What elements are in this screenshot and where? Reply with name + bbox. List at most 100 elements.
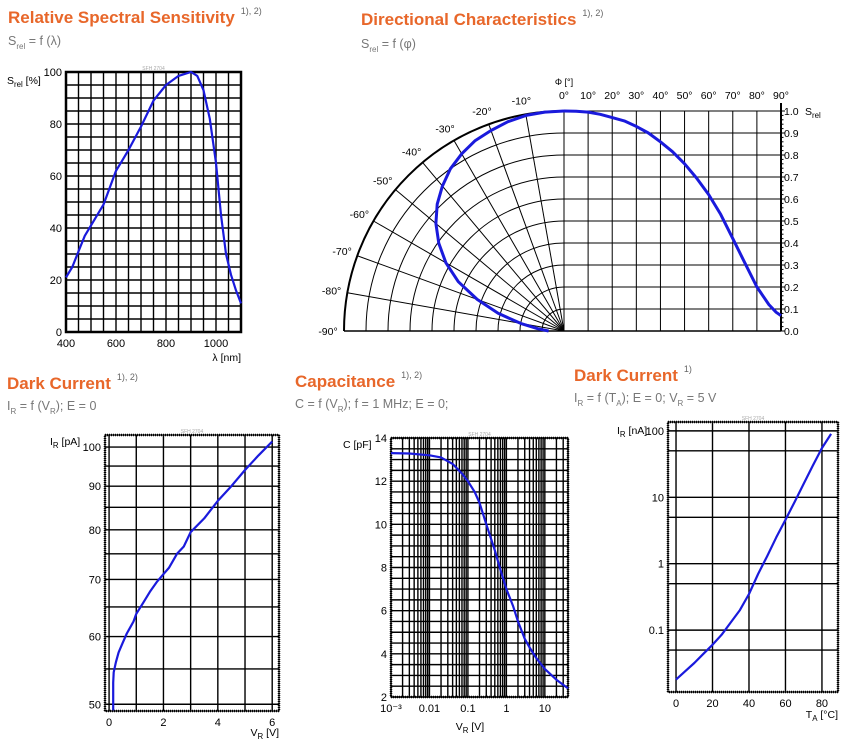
angle-tick-label: -70° — [332, 246, 351, 258]
label-part: [%] — [23, 75, 41, 87]
y-tick-label: 0.7 — [784, 172, 799, 184]
subtitle-part: = f (T — [583, 391, 617, 405]
title-dark-current-temperature: Dark Current 1) — [574, 364, 692, 386]
y-tick-label: 8 — [381, 563, 387, 575]
subscript: R — [10, 407, 17, 416]
y-tick-label: 1.0 — [784, 106, 799, 118]
polar-radial-line — [422, 162, 565, 332]
x-tick-label: 800 — [157, 338, 175, 350]
x-tick-label: 60 — [779, 698, 791, 710]
polar-ring — [387, 154, 565, 332]
x-axis-label: Φ [°] — [555, 77, 573, 87]
y-tick-label: 80 — [89, 525, 101, 537]
y-tick-label: 20 — [50, 275, 62, 287]
y-tick-label: 0.0 — [784, 326, 799, 338]
x-tick-label: 0 — [106, 717, 112, 729]
x-axis-label: λ [nm] — [212, 352, 241, 364]
x-axis-label: TA [°C] — [806, 709, 838, 723]
y-tick-label: 4 — [381, 649, 387, 661]
label-part: I — [617, 425, 620, 437]
y-axis-label: IR [pA] — [50, 436, 80, 450]
plot-border — [104, 434, 280, 712]
subtitle-spectral-sensitivity: Srel = f (λ) — [8, 34, 61, 51]
y-tick-label: 0.2 — [784, 282, 799, 294]
y-tick-label: 6 — [381, 606, 387, 618]
angle-tick-label: 50° — [677, 90, 693, 102]
plot-border — [667, 421, 839, 693]
subtitle-part: = 5 V — [683, 391, 717, 405]
title-text: Capacitance — [295, 372, 396, 391]
x-tick-label: 40 — [743, 698, 755, 710]
subtitle-part: = f (φ) — [378, 37, 416, 51]
subtitle-part: S — [8, 34, 17, 48]
y-axis-label: C [pF] — [343, 439, 372, 451]
subscript: R — [463, 726, 469, 735]
angle-tick-label: -60° — [350, 209, 369, 221]
angle-tick-label: 40° — [652, 90, 668, 102]
y-tick-label: 80 — [50, 119, 62, 131]
y-tick-label: 40 — [50, 223, 62, 235]
x-tick-label: 6 — [269, 717, 275, 729]
y-tick-label: 0.1 — [649, 625, 664, 637]
angle-tick-label: 30° — [628, 90, 644, 102]
angle-tick-label: -40° — [402, 147, 421, 159]
title-text: Directional Characteristics — [361, 10, 577, 29]
y-axis-label: Srel [%] — [7, 75, 41, 89]
plot-border — [65, 71, 242, 333]
subtitle-part: I — [7, 399, 11, 413]
title-capacitance: Capacitance 1), 2) — [295, 370, 422, 392]
angle-tick-label: -80° — [322, 285, 341, 297]
polar-ring — [541, 308, 565, 332]
x-tick-label: 2 — [160, 717, 166, 729]
data-curve — [675, 433, 833, 681]
watermark: SFH 2704 — [181, 429, 204, 435]
polar-radial-line — [395, 189, 565, 332]
angle-tick-label: 10° — [580, 90, 596, 102]
y-tick-label: 90 — [89, 481, 101, 493]
x-axis-label: VR [V] — [251, 727, 280, 741]
x-tick-label: 10⁻³ — [380, 703, 402, 715]
footnote-ref: 1), 2) — [116, 372, 138, 382]
label-part: [nA] — [626, 425, 648, 437]
footnote-ref: 1), 2) — [240, 6, 262, 16]
y-tick-label: 12 — [375, 476, 387, 488]
subscript: rel — [14, 80, 23, 89]
y-tick-label: 70 — [89, 574, 101, 586]
y-tick-label: 10 — [652, 492, 664, 504]
watermark: SFH 2704 — [468, 432, 491, 438]
title-text: Dark Current — [574, 366, 678, 385]
y-tick-label: 0.4 — [784, 238, 799, 250]
label-part: [V] — [468, 721, 484, 733]
subtitle-directional-characteristics: Srel = f (φ) — [361, 37, 416, 54]
chart-directional: -90° -80° -70° -60° -50° -40° -30° -20° -10° 0° 10… — [318, 77, 821, 338]
x-tick-label: 20 — [706, 698, 718, 710]
subscript: R — [337, 405, 344, 414]
label-part: [V] — [263, 727, 279, 739]
angle-tick-label: 80° — [749, 90, 765, 102]
chart-3: 10⁻³ 0.01 0.1 1 10 2 4 6 8 10 12 14C [pF] VR [V] SFH … — [343, 432, 570, 735]
angle-tick-label: -10° — [512, 96, 531, 108]
y-axis-label: IR [nA] — [617, 425, 647, 439]
label-part: V — [456, 721, 463, 733]
y-tick-label: 14 — [375, 433, 387, 445]
x-tick-label: 0.1 — [460, 703, 475, 715]
title-spectral-sensitivity: Relative Spectral Sensitivity 1), 2) — [8, 6, 262, 28]
y-tick-label: 0.8 — [784, 150, 799, 162]
plot-frame — [103, 433, 281, 713]
subtitle-dark-current-temperature: IR = f (TA); E = 0; VR = 5 V — [574, 391, 716, 408]
angle-tick-label: 70° — [725, 90, 741, 102]
title-directional-characteristics: Directional Characteristics 1), 2) — [361, 8, 603, 30]
watermark: SFH 2704 — [142, 66, 165, 72]
subtitle-part: = f (λ) — [25, 34, 62, 48]
x-axis-label: VR [V] — [456, 721, 485, 735]
x-tick-label: 0.01 — [419, 703, 440, 715]
data-curve-cartesian — [563, 109, 782, 317]
angle-tick-label: 90° — [773, 90, 789, 102]
angle-tick-label: -30° — [435, 123, 454, 135]
subtitle-capacitance: C = f (VR); f = 1 MHz; E = 0; — [295, 397, 448, 414]
x-tick-label: 80 — [816, 698, 828, 710]
angle-tick-label: 60° — [701, 90, 717, 102]
subtitle-part: S — [361, 37, 370, 51]
polar-radial-line — [525, 114, 565, 332]
